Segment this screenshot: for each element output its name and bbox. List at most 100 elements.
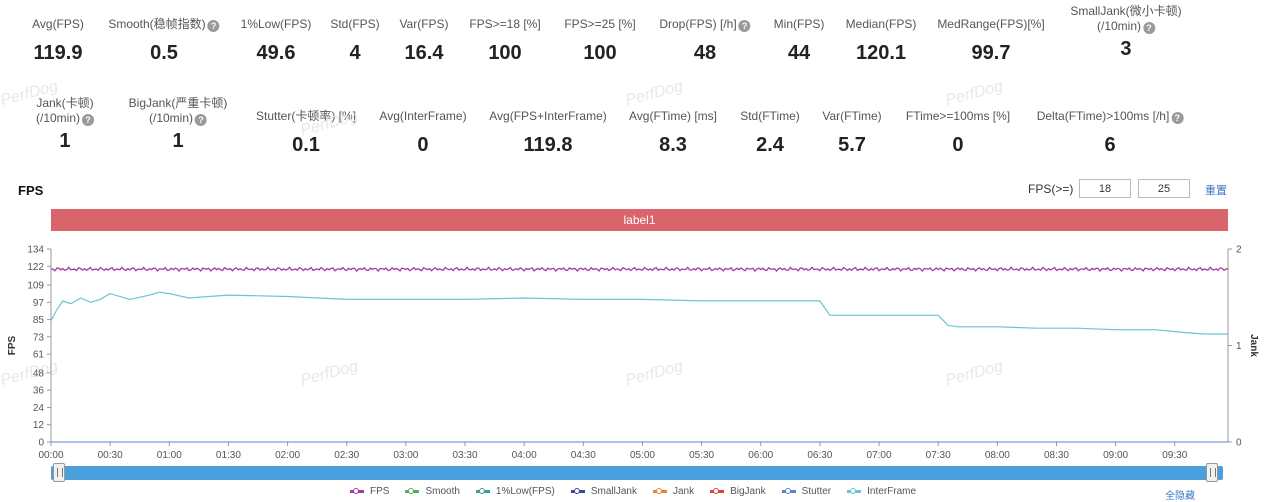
metric-label: FTime>=100ms [%] xyxy=(906,109,1010,124)
metric-value: 2.4 xyxy=(756,134,784,156)
metric-label-text: Avg(FPS+InterFrame) xyxy=(489,109,607,123)
threshold-input-1[interactable] xyxy=(1079,179,1131,198)
metric-drop-fps-h: Drop(FPS) [/h]? 48 xyxy=(659,17,751,65)
x-tick-label: 01:30 xyxy=(216,450,241,461)
metric-label: Std(FPS) xyxy=(330,17,379,32)
legend-item[interactable]: Jank xyxy=(652,486,695,497)
metric-label: Var(FPS) xyxy=(399,17,448,32)
y-tick-label: 134 xyxy=(27,245,44,256)
metric-fps-25: FPS>=25 [%] 100 xyxy=(564,17,635,65)
metric-value: 1 xyxy=(172,130,184,152)
x-tick-label: 06:30 xyxy=(807,450,832,461)
help-icon[interactable]: ? xyxy=(207,20,220,32)
metric-label: Stutter(卡顿率) [%] xyxy=(256,109,356,124)
y2-tick-label: 2 xyxy=(1236,245,1242,256)
metric-label-text: Avg(InterFrame) xyxy=(379,109,467,123)
metric-value: 8.3 xyxy=(659,134,687,156)
metric-label-text: Min(FPS) xyxy=(773,17,825,31)
metric-label-text: Avg(FTime) [ms] xyxy=(628,109,718,123)
metric-label: MedRange(FPS)[%] xyxy=(937,17,1044,32)
metric-min-fps: Min(FPS) 44 xyxy=(774,17,825,65)
help-icon[interactable]: ? xyxy=(1171,112,1184,124)
legend-swatch xyxy=(781,488,796,494)
metric-label: Drop(FPS) [/h]? xyxy=(659,17,751,32)
metric-label-unit: (/10min) xyxy=(1096,19,1142,33)
x-tick-label: 03:00 xyxy=(393,450,418,461)
y-tick-label: 122 xyxy=(27,262,44,273)
metric-value: 44 xyxy=(787,42,811,64)
metric-label-text: Var(FPS) xyxy=(399,17,449,31)
x-tick-label: 00:00 xyxy=(38,450,63,461)
metric-label: FPS>=18 [%] xyxy=(469,17,540,32)
metric-label-text: Stutter(卡顿率) [%] xyxy=(255,109,357,123)
metric-value: 0 xyxy=(417,134,429,156)
metric-label-text: MedRange(FPS)[%] xyxy=(937,17,1045,31)
legend-label: Jank xyxy=(672,486,695,497)
legend-item[interactable]: FPS xyxy=(350,486,389,497)
x-tick-label: 07:00 xyxy=(867,450,892,461)
metric-value: 100 xyxy=(488,42,522,64)
metric-label-text: FTime>=100ms [%] xyxy=(905,109,1011,123)
metric-value: 6 xyxy=(1104,134,1116,156)
metric-avg-ftime-ms: Avg(FTime) [ms] 8.3 xyxy=(629,109,717,157)
y-tick-label: 0 xyxy=(38,438,44,449)
legend-item[interactable]: SmallJank xyxy=(570,486,637,497)
legend-item[interactable]: BigJank xyxy=(710,486,766,497)
legend-swatch xyxy=(710,488,725,494)
label-bar[interactable]: label1 xyxy=(51,209,1228,231)
metric-std-fps: Std(FPS) 4 xyxy=(330,17,379,65)
metric-label: Avg(FPS+InterFrame) xyxy=(489,109,606,124)
legend-item[interactable]: Smooth xyxy=(405,486,460,497)
metric-label: Avg(FPS) xyxy=(32,17,84,32)
x-tick-label: 05:00 xyxy=(630,450,655,461)
legend-label: Stutter xyxy=(801,486,832,497)
section-title: FPS xyxy=(18,183,44,198)
watermark: PerfDog xyxy=(943,77,1005,110)
legend-swatch xyxy=(475,488,490,494)
slider-handle-left[interactable] xyxy=(53,463,65,482)
help-icon[interactable]: ? xyxy=(195,114,207,126)
x-tick-label: 08:30 xyxy=(1044,450,1069,461)
y-tick-label: 73 xyxy=(33,332,45,343)
legend-item[interactable]: InterFrame xyxy=(847,486,916,497)
y2-axis-title: Jank xyxy=(1248,334,1259,357)
y-tick-label: 109 xyxy=(27,281,44,292)
chart-legend: FPS Smooth 1%Low(FPS) SmallJank Jank BigJank S… xyxy=(350,486,970,497)
y-tick-label: 24 xyxy=(33,403,45,414)
metric-label-text: SmallJank(微小卡顿) xyxy=(1070,4,1182,18)
metric-value: 0.1 xyxy=(292,134,320,156)
metric-value: 0 xyxy=(952,134,964,156)
metric-label: 1%Low(FPS) xyxy=(241,17,312,32)
metric-label: Smooth(稳帧指数)? xyxy=(108,17,220,32)
legend-item[interactable]: 1%Low(FPS) xyxy=(475,486,555,497)
slider-handle-right[interactable] xyxy=(1206,463,1218,482)
metric-label: Jank(卡顿) (/10min)? xyxy=(35,96,95,126)
time-range-slider[interactable] xyxy=(51,466,1223,480)
hide-all-button[interactable]: 全隐藏 xyxy=(1165,491,1195,502)
metric-value: 120.1 xyxy=(855,42,907,64)
x-tick-label: 05:30 xyxy=(689,450,714,461)
metric-label: Var(FTime) xyxy=(822,109,881,124)
metric-label-unit: (/10min) xyxy=(35,111,81,125)
legend-swatch xyxy=(570,488,585,494)
x-tick-label: 01:00 xyxy=(157,450,182,461)
help-icon[interactable]: ? xyxy=(738,20,751,32)
metric-label-text: Std(FPS) xyxy=(330,17,380,31)
metric-avg-fps: Avg(FPS) 119.9 xyxy=(32,17,84,65)
x-tick-label: 09:00 xyxy=(1103,450,1128,461)
x-tick-label: 04:00 xyxy=(512,450,537,461)
metric-jank: Jank(卡顿) (/10min)? 1 xyxy=(35,96,95,153)
legend-label: SmallJank xyxy=(590,486,637,497)
y-tick-label: 48 xyxy=(33,368,45,379)
reset-button[interactable]: 重置 xyxy=(1205,185,1227,197)
metric-label-text: 1%Low(FPS) xyxy=(240,17,312,31)
metric-value: 16.4 xyxy=(404,42,444,64)
legend-item[interactable]: Stutter xyxy=(781,486,832,497)
metric-label: Delta(FTime)>100ms [/h]? xyxy=(1037,109,1184,124)
help-icon[interactable]: ? xyxy=(1143,22,1156,34)
help-icon[interactable]: ? xyxy=(82,114,95,126)
metric-value: 119.8 xyxy=(523,134,573,156)
threshold-input-2[interactable] xyxy=(1138,179,1190,198)
metric-value: 4 xyxy=(349,42,361,64)
